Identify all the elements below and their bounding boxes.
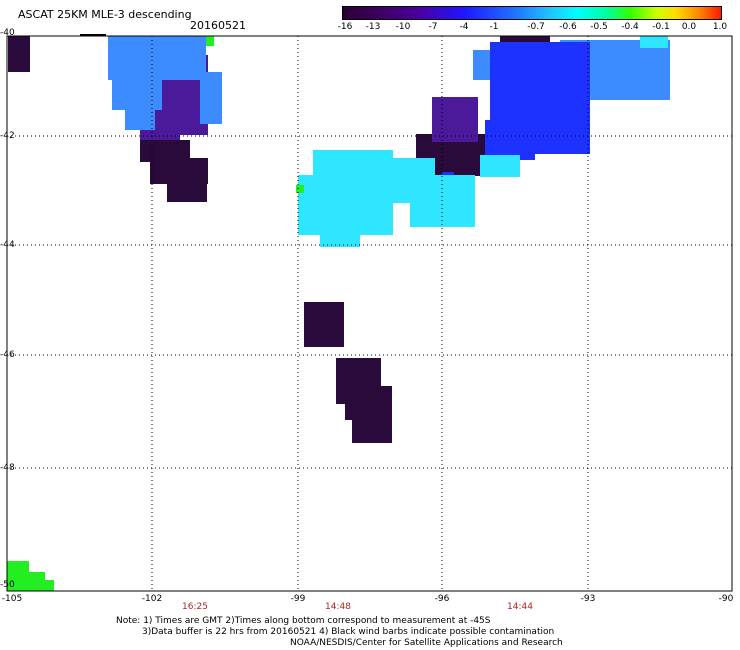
graticule: [7, 36, 732, 591]
colorbar-label: -0.4: [621, 22, 639, 32]
time-label: 14:44: [507, 602, 533, 612]
colorbar-label: -0.1: [652, 22, 670, 32]
colorbar: [342, 6, 722, 20]
colorbar-label: -1: [489, 22, 499, 32]
lat-label: -46: [0, 350, 15, 360]
note-line-1: Note: 1) Times are GMT 2)Times along bot…: [116, 616, 491, 626]
lon-label: -99: [290, 594, 306, 604]
green-cells: [7, 36, 304, 591]
colorbar-label: -0.5: [590, 22, 608, 32]
colorbar-label: -16: [337, 22, 353, 32]
blue-cells: [370, 42, 590, 219]
colorbar-label: -10: [395, 22, 411, 32]
colorbar-label: -13: [365, 22, 381, 32]
lat-label: -44: [0, 240, 15, 250]
time-label: 16:25: [182, 602, 208, 612]
lon-label: -90: [718, 594, 734, 604]
lat-label: -50: [0, 580, 15, 590]
map-date: 20160521: [190, 19, 246, 32]
lat-label: -40: [0, 28, 15, 38]
lon-label: -93: [580, 594, 596, 604]
colorbar-label: -4: [459, 22, 469, 32]
lat-label: -48: [0, 463, 15, 473]
lon-label: -105: [1, 594, 23, 604]
colorbar-label: 0.0: [681, 22, 697, 32]
lat-label: -42: [0, 131, 15, 141]
colorbar-label: -7: [428, 22, 438, 32]
colorbar-label: -0.7: [527, 22, 545, 32]
colorbar-label: 1.0: [712, 22, 728, 32]
lon-label: -96: [434, 594, 450, 604]
time-label: 14:48: [325, 602, 351, 612]
colorbar-label: -0.6: [559, 22, 577, 32]
map-title: ASCAT 25KM MLE-3 descending: [18, 8, 192, 21]
note-line-3: NOAA/NESDIS/Center for Satellite Applica…: [290, 638, 563, 648]
map-frame: [6, 35, 733, 592]
lon-label: -102: [141, 594, 163, 604]
note-line-2: 3)Data buffer is 22 hrs from 20160521 4)…: [142, 627, 555, 637]
